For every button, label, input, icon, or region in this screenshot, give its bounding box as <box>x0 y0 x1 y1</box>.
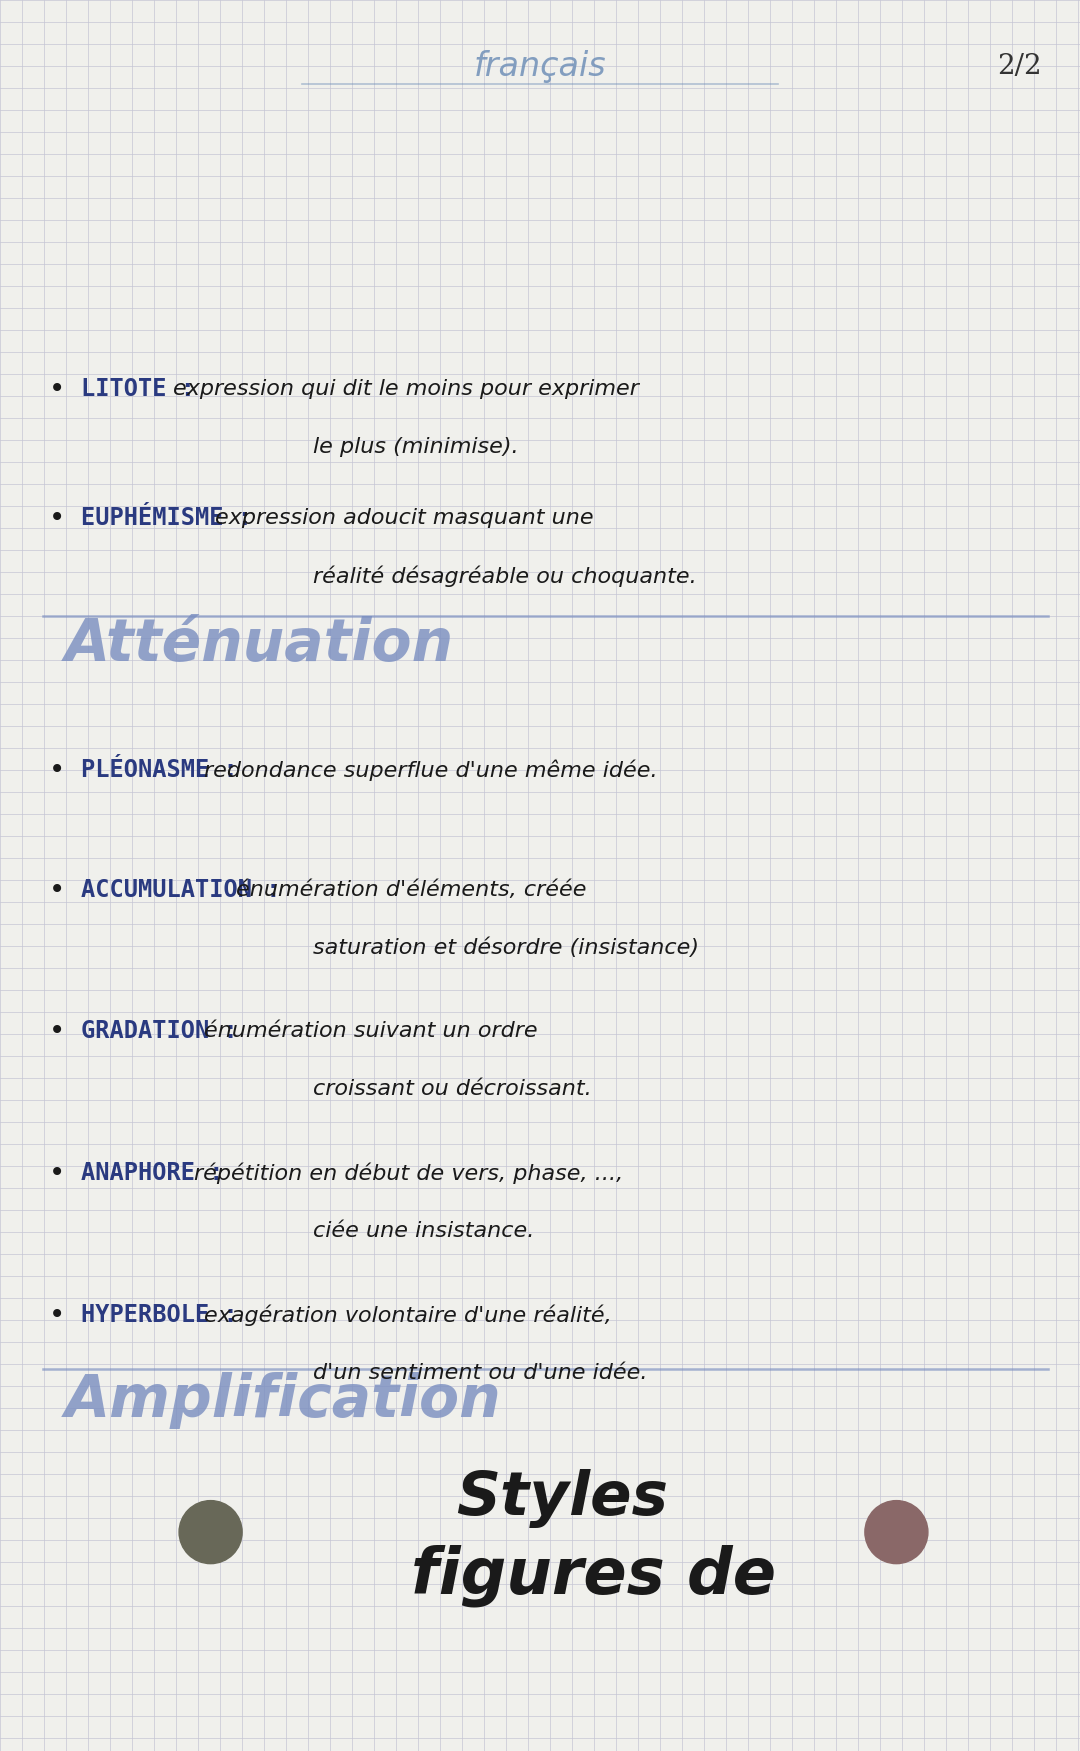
Text: le plus (minimise).: le plus (minimise). <box>313 436 518 457</box>
Circle shape <box>179 1501 242 1564</box>
Text: •: • <box>49 756 65 784</box>
Text: PLÉONASME :: PLÉONASME : <box>81 758 238 783</box>
Text: ANAPHORE :: ANAPHORE : <box>81 1161 224 1185</box>
Text: répétition en début de vers, phase, ...,: répétition en début de vers, phase, ..., <box>194 1163 623 1184</box>
Text: français: français <box>474 51 606 82</box>
Text: expression adoucit masquant une: expression adoucit masquant une <box>215 508 594 529</box>
Text: •: • <box>49 504 65 532</box>
Text: redondance superflue d'une même idée.: redondance superflue d'une même idée. <box>204 760 658 781</box>
Text: énumération d'éléments, créée: énumération d'éléments, créée <box>237 879 586 900</box>
Text: •: • <box>49 1017 65 1045</box>
Text: 2/2: 2/2 <box>998 53 1042 81</box>
Text: •: • <box>49 876 65 904</box>
Text: expression qui dit le moins pour exprimer: expression qui dit le moins pour exprime… <box>173 378 639 399</box>
Text: •: • <box>49 1301 65 1329</box>
Text: EUPHÉMISME :: EUPHÉMISME : <box>81 506 252 531</box>
Text: Atténuation: Atténuation <box>65 616 454 672</box>
Text: énumération suivant un ordre: énumération suivant un ordre <box>204 1021 538 1042</box>
Text: ciée une insistance.: ciée une insistance. <box>313 1220 535 1241</box>
Text: croissant ou décroissant.: croissant ou décroissant. <box>313 1079 592 1100</box>
Text: figures de: figures de <box>411 1544 777 1607</box>
Text: Styles: Styles <box>456 1469 667 1529</box>
Text: LITOTE :: LITOTE : <box>81 376 195 401</box>
Text: exagération volontaire d'une réalité,: exagération volontaire d'une réalité, <box>204 1304 612 1326</box>
Text: •: • <box>49 1159 65 1187</box>
Text: •: • <box>49 375 65 403</box>
Text: saturation et désordre (insistance): saturation et désordre (insistance) <box>313 937 699 958</box>
Circle shape <box>865 1501 928 1564</box>
Text: Amplification: Amplification <box>65 1373 501 1429</box>
Text: HYPERBOLE :: HYPERBOLE : <box>81 1303 238 1327</box>
Text: d'un sentiment ou d'une idée.: d'un sentiment ou d'une idée. <box>313 1362 648 1383</box>
Text: ACCUMULATION :: ACCUMULATION : <box>81 877 281 902</box>
Text: GRADATION :: GRADATION : <box>81 1019 238 1044</box>
Text: réalité désagréable ou choquante.: réalité désagréable ou choquante. <box>313 566 697 587</box>
